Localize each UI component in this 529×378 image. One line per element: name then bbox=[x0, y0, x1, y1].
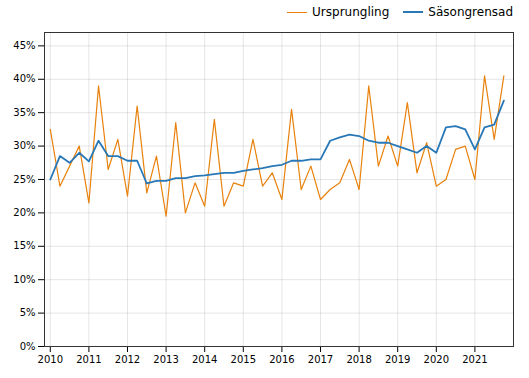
html-text:Ursprungling: Ursprungling bbox=[312, 5, 390, 19]
svg-text:2013: 2013 bbox=[153, 354, 178, 365]
svg-text:0%: 0% bbox=[20, 341, 36, 352]
svg-text:2021: 2021 bbox=[462, 354, 487, 365]
svg-text:45%: 45% bbox=[13, 40, 35, 51]
svg-text:2019: 2019 bbox=[385, 354, 410, 365]
svg-text:30%: 30% bbox=[13, 140, 35, 151]
svg-text:2015: 2015 bbox=[231, 354, 256, 365]
svg-text:10%: 10% bbox=[13, 274, 35, 285]
svg-text:15%: 15% bbox=[13, 240, 35, 251]
svg-text:2014: 2014 bbox=[192, 354, 217, 365]
svg-text:35%: 35% bbox=[13, 107, 35, 118]
svg-text:2016: 2016 bbox=[269, 354, 294, 365]
svg-text:40%: 40% bbox=[13, 73, 35, 84]
svg-text:20%: 20% bbox=[13, 207, 35, 218]
svg-text:2018: 2018 bbox=[346, 354, 371, 365]
svg-text:2011: 2011 bbox=[76, 354, 101, 365]
svg-text:2012: 2012 bbox=[115, 354, 140, 365]
svg-text:25%: 25% bbox=[13, 174, 35, 185]
svg-text:2017: 2017 bbox=[308, 354, 333, 365]
svg-text:5%: 5% bbox=[20, 307, 36, 318]
html-text:Säsongrensad: Säsongrensad bbox=[428, 5, 513, 19]
svg-text:2010: 2010 bbox=[38, 354, 63, 365]
svg-text:2020: 2020 bbox=[424, 354, 449, 365]
